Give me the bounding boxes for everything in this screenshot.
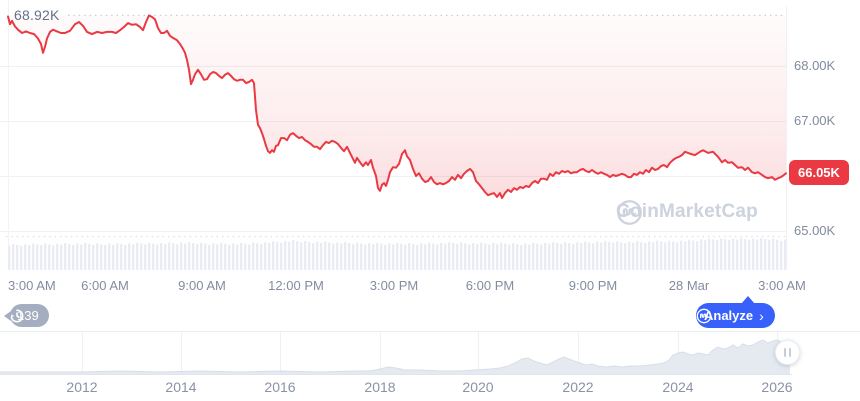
countdown-clock-icon [10, 309, 24, 322]
coinmarketcap-logo-icon [696, 308, 712, 323]
chevron-right-icon: › [759, 307, 764, 324]
timeline-year-label: 2014 [165, 379, 197, 395]
timeline-year-label: 2018 [364, 379, 396, 395]
history-count: 139 [17, 308, 39, 323]
x-axis-label: 6:00 AM [81, 278, 129, 293]
timeline-year-label: 2020 [462, 379, 494, 395]
x-axis-label: 3:00 AM [8, 278, 56, 293]
watermark: CoinMarketCap [616, 199, 758, 225]
analyze-label: Analyze [704, 308, 754, 323]
x-axis-label: 6:00 PM [465, 278, 515, 293]
high-price-label: 68.92K [14, 7, 60, 23]
coinmarketcap-logo-icon [617, 199, 642, 225]
x-axis-label: 3:00 AM [758, 278, 806, 293]
x-axis-label: 28 Mar [668, 278, 710, 293]
x-axis-label: 9:00 PM [568, 278, 618, 293]
analyze-caret [741, 296, 755, 304]
brush-drag-handle[interactable] [775, 340, 800, 365]
history-count-badge[interactable]: 139 [4, 304, 49, 327]
x-axis-label: 3:00 PM [369, 278, 419, 293]
timeline-year-label: 2016 [264, 379, 296, 395]
analyze-button[interactable]: Analyze › [696, 303, 775, 328]
timeline-year-label: 2024 [662, 379, 694, 395]
y-axis-label: 65.00K [794, 223, 836, 238]
timeline-year-label: 2026 [761, 379, 793, 395]
timeline-year-label: 2022 [562, 379, 594, 395]
watermark-text: CoinMarketCap [616, 201, 758, 222]
x-axis-label: 9:00 AM [178, 278, 226, 293]
y-axis-label: 67.00K [794, 113, 836, 128]
x-axis-label: 12:00 PM [268, 278, 324, 293]
current-price-badge: 66.05K [789, 160, 849, 185]
timeline-brush-track[interactable] [0, 331, 860, 376]
pause-bars-icon [789, 348, 791, 357]
pause-bars-icon [784, 348, 786, 357]
price-chart-canvas[interactable] [0, 0, 860, 300]
y-axis-label: 68.00K [794, 58, 836, 73]
current-price-value: 66.05K [798, 165, 840, 180]
timeline-year-label: 2012 [66, 379, 98, 395]
